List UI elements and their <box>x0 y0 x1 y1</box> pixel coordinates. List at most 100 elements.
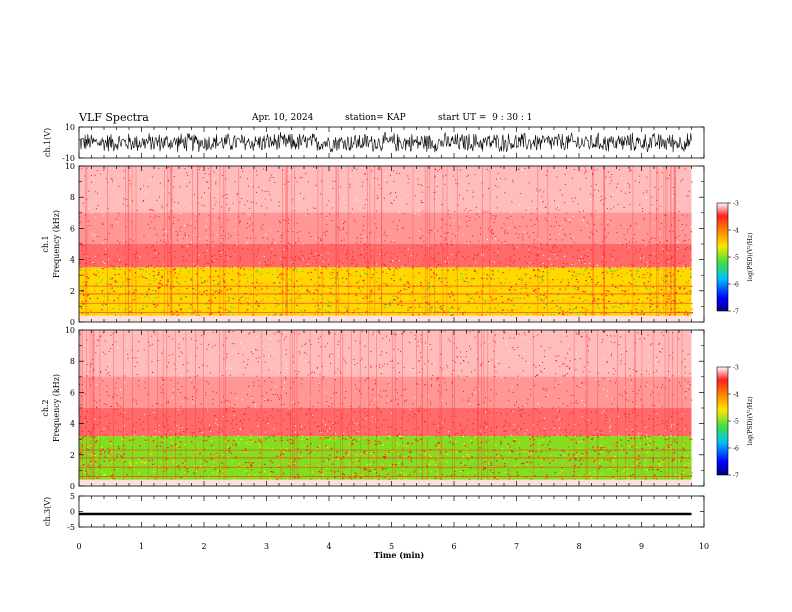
spectrogram-pixel <box>678 299 681 301</box>
spectrogram-pixel <box>126 474 128 476</box>
spectrogram-pixel <box>491 237 493 239</box>
spectrogram-pixel <box>239 201 241 203</box>
spectrogram-pixel <box>200 267 203 270</box>
spectrogram-pixel <box>250 461 253 463</box>
spectrogram-pixel <box>240 296 243 298</box>
spectrogram-pixel <box>333 294 335 296</box>
spectrogram-pixel <box>344 452 347 454</box>
spectrogram-pixel <box>399 437 402 440</box>
spectrogram-pixel <box>317 457 319 459</box>
spectrogram-pixel <box>317 254 319 256</box>
spectrogram-pixel <box>389 301 391 303</box>
spectrogram-pixel <box>578 448 580 451</box>
spectrogram-pixel <box>215 201 217 203</box>
spectrogram-pixel <box>522 233 524 235</box>
spectrogram-pixel <box>176 277 178 279</box>
spectrogram-pixel <box>451 314 454 316</box>
spectrogram-pixel <box>657 315 660 317</box>
spectrogram-pixel <box>601 436 603 438</box>
spectrogram-pixel <box>203 263 205 265</box>
spectrogram-pixel <box>501 447 503 450</box>
spectrogram-pixel <box>688 190 690 192</box>
spectrogram-pixel <box>675 457 677 460</box>
spectrogram-pixel <box>229 288 232 290</box>
spectrogram-pixel <box>521 236 523 238</box>
spectrogram-pixel <box>415 260 416 262</box>
spectrogram-pixel <box>645 443 647 445</box>
spectrogram-pixel <box>113 266 115 268</box>
spectrogram-pixel <box>429 232 431 234</box>
spectrogram-pixel <box>246 242 248 244</box>
spectrogram-pixel <box>435 169 437 171</box>
spectrogram-pixel <box>447 243 448 245</box>
spectrogram-pixel <box>261 288 263 290</box>
spectrogram-pixel <box>420 246 422 248</box>
spectrogram-pixel <box>261 442 264 444</box>
spectrogram-pixel <box>282 453 284 455</box>
spectrogram-pixel <box>522 216 524 218</box>
spectrogram-pixel <box>531 287 534 289</box>
spectrogram-pixel <box>403 473 406 475</box>
spectrogram-pixel <box>110 454 112 456</box>
spectrogram-pixel <box>582 257 584 259</box>
spectrogram-pixel <box>630 224 632 226</box>
spectrogram-pixel <box>519 258 521 260</box>
spectrogram-pixel <box>256 375 258 377</box>
spectrogram-pixel <box>353 462 355 464</box>
spectrogram-pixel <box>353 220 355 221</box>
spectrogram-pixel <box>540 276 543 278</box>
spectrogram-pixel <box>340 458 343 460</box>
spectrogram-pixel <box>409 307 411 309</box>
spectrogram-pixel <box>602 289 605 291</box>
spectrogram-pixel <box>173 176 175 178</box>
spectrogram-pixel <box>222 454 224 456</box>
spectrogram-pixel <box>668 177 670 179</box>
spectrogram-pixel <box>132 264 133 266</box>
spectrogram-pixel <box>292 460 295 462</box>
spectrogram-pixel <box>657 462 659 464</box>
spectrogram-pixel <box>575 305 578 307</box>
spectrogram-pixel <box>414 307 417 309</box>
spectrogram-pixel <box>348 477 351 479</box>
spectrogram-pixel <box>176 445 178 447</box>
spectrogram-pixel <box>494 261 496 263</box>
spectrogram-pixel <box>125 264 127 265</box>
y-tick-label: 6 <box>70 224 75 233</box>
spectrogram-pixel <box>639 251 641 253</box>
spectrogram-pixel <box>180 308 182 310</box>
spectrogram-pixel <box>557 309 559 311</box>
spectrogram-pixel <box>243 413 245 415</box>
spectrogram-pixel <box>391 472 393 474</box>
figure-title: VLF Spectra <box>79 111 149 124</box>
spectrogram-pixel <box>301 310 303 312</box>
spectrogram-pixel <box>320 436 323 438</box>
spectrogram-pixel <box>334 440 336 442</box>
spectrogram-pixel <box>255 202 257 204</box>
spectrogram-pixel <box>595 187 596 189</box>
spectrogram-pixel <box>107 452 110 454</box>
spectrogram-pixel <box>151 289 154 291</box>
spectrogram-pixel <box>491 477 494 479</box>
spectrogram-pixel <box>455 253 457 255</box>
spectrogram-pixel <box>430 310 432 312</box>
spectrogram-pixel <box>160 461 162 463</box>
spectrogram-pixel <box>398 260 400 262</box>
spectrogram-pixel <box>231 472 234 474</box>
spectrogram-pixel <box>684 264 686 266</box>
spectrogram-pixel <box>667 463 670 465</box>
spectrogram-pixel <box>662 280 664 282</box>
spectrogram-pixel <box>139 268 142 270</box>
spectrogram-pixel <box>451 306 453 308</box>
spectrogram-pixel <box>667 444 669 447</box>
spectrogram-pixel <box>209 266 211 267</box>
colorbar-tick-label: -3 <box>733 201 739 208</box>
spectrogram-pixel <box>652 286 654 288</box>
spectrogram-pixel <box>498 277 500 279</box>
spectrogram-pixel <box>325 437 327 439</box>
spectrogram-pixel <box>129 270 131 272</box>
spectrogram-pixel <box>559 454 562 456</box>
spectrogram-pixel <box>151 221 153 223</box>
spectrogram-pixel <box>402 477 404 479</box>
spectrogram-pixel <box>332 180 334 182</box>
spectrogram-pixel <box>125 263 126 265</box>
